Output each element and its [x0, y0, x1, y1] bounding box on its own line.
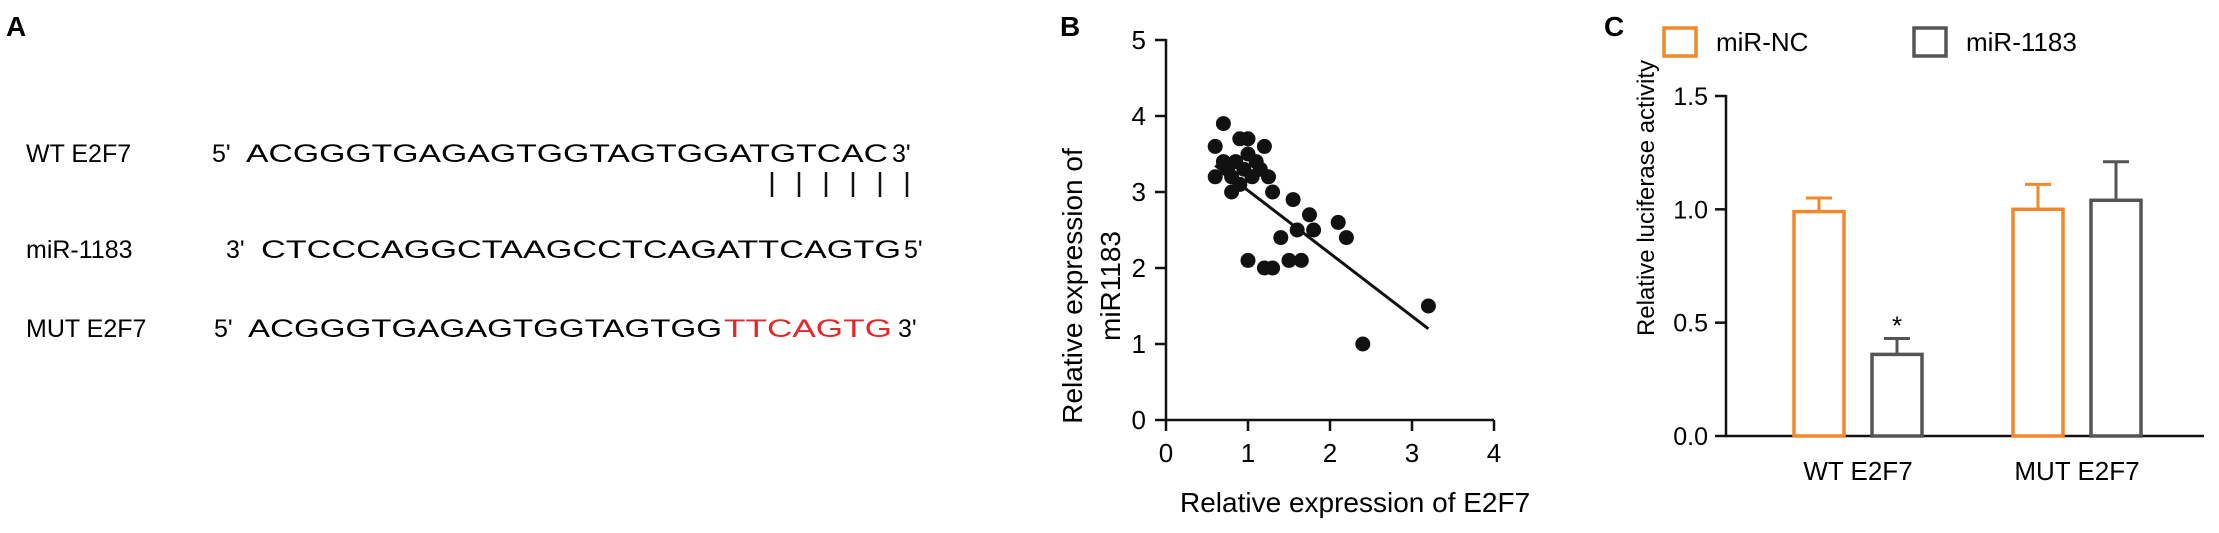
y-tick-label: 0 — [1132, 405, 1146, 435]
row-label-wt: WT E2F7 — [26, 140, 131, 168]
scatter-point — [1355, 336, 1371, 352]
scatter-point — [1207, 169, 1223, 185]
scatter-point — [1256, 138, 1272, 154]
scatter-point — [1281, 252, 1297, 268]
scatter-point — [1330, 214, 1346, 230]
mut-prefix: 5' — [214, 315, 233, 343]
scatter-point — [1302, 207, 1317, 223]
scatter-point — [1420, 298, 1436, 314]
y-tick-label: 1.5 — [1673, 83, 1708, 111]
bar-y-label: Relative luciferase activity — [1633, 60, 1660, 336]
mut-sequence-mutated: TTCAGTG — [724, 315, 892, 343]
category-label: MUT E2F7 — [2014, 456, 2139, 486]
scatter-point — [1240, 131, 1256, 147]
y-tick-label: 4 — [1132, 101, 1146, 131]
x-tick-label: 0 — [1159, 438, 1173, 468]
scatter-point — [1261, 169, 1276, 185]
scatter-y-label: Relative expression of miR1183 — [1057, 148, 1126, 424]
scatter-point — [1338, 230, 1354, 246]
scatter-point — [1232, 176, 1248, 192]
bar-x-axis: WT E2F7 MUT E2F7 — [1803, 456, 2139, 486]
scatter-point — [1207, 138, 1223, 154]
scatter-point — [1265, 260, 1281, 276]
sequence-row-mir: miR-1183 3' CTCCCAGGCTAAGCCTCAGATTCAGTG … — [26, 236, 923, 264]
scatter-point — [1306, 222, 1322, 238]
x-tick-label: 3 — [1405, 438, 1419, 468]
bar-y-axis: 0.0 0.5 1.0 1.5 — [1673, 83, 2204, 451]
scatter-y-label-line2: miR1183 — [1095, 231, 1126, 341]
y-tick-label: 5 — [1132, 25, 1146, 55]
x-tick-label: 4 — [1487, 438, 1501, 468]
scatter-chart: 0 1 2 3 4 5 0 1 2 3 4 Relative expression of E2F7… — [1057, 25, 1530, 518]
scatter-x-axis: 0 1 2 3 4 — [1159, 418, 1501, 468]
mir-sequence: CTCCCAGGCTAAGCCTCAGATTCAGTG — [261, 236, 901, 264]
x-tick-label: 1 — [1241, 438, 1255, 468]
mut-sequence-unchanged: ACGGGTGAGAGTGGTAGTGG — [248, 315, 722, 343]
x-tick-label: 2 — [1323, 438, 1337, 468]
y-tick-label: 3 — [1132, 177, 1146, 207]
scatter-y-label-line1: Relative expression of — [1057, 148, 1088, 424]
base-pair-lines — [770, 172, 909, 197]
scatter-points — [1207, 116, 1436, 352]
sequence-row-wt: WT E2F7 5' ACGGGTGAGAGTGGTAGTGGATGTCAC 3… — [26, 140, 911, 168]
legend-label-mir-nc: miR-NC — [1716, 27, 1808, 57]
bar — [2011, 207, 2065, 438]
y-tick-label: 1 — [1132, 329, 1146, 359]
panel-letter-b: B — [1060, 11, 1080, 42]
y-tick-label: 1.0 — [1673, 196, 1708, 224]
mir-prefix: 3' — [226, 236, 245, 264]
scatter-x-label: Relative expression of E2F7 — [1180, 487, 1530, 518]
scatter-point — [1265, 184, 1281, 200]
bar-chart: miR-NC miR-1183 0.0 0.5 1.0 1.5 * WT E2F7 MU… — [1633, 26, 2204, 486]
y-tick-label: 0.0 — [1673, 423, 1708, 451]
bar-series: * — [1792, 160, 2143, 438]
scatter-point — [1285, 192, 1301, 208]
mut-suffix: 3' — [898, 315, 917, 343]
scatter-point — [1289, 222, 1305, 238]
bar — [1870, 352, 1924, 438]
row-label-mir: miR-1183 — [26, 236, 133, 264]
panel-letter-c: C — [1604, 11, 1624, 42]
wt-suffix: 3' — [892, 140, 911, 168]
sequence-panel: WT E2F7 5' ACGGGTGAGAGTGGTAGTGGATGTCAC 3… — [26, 140, 923, 343]
legend-swatch-mir-1183 — [1912, 26, 1948, 58]
wt-sequence: ACGGGTGAGAGTGGTAGTGGATGTCAC — [246, 140, 888, 168]
legend-label-mir-1183: miR-1183 — [1966, 27, 2077, 57]
y-tick-label: 0.5 — [1673, 310, 1708, 338]
scatter-y-axis: 0 1 2 3 4 5 — [1132, 25, 1168, 435]
scatter-point — [1293, 252, 1309, 268]
scatter-point — [1240, 252, 1256, 268]
y-tick-label: 2 — [1132, 253, 1146, 283]
category-label: WT E2F7 — [1803, 456, 1912, 486]
scatter-point — [1273, 230, 1289, 246]
scatter-point — [1215, 116, 1231, 132]
bar — [2089, 198, 2143, 438]
legend-swatch-mir-nc — [1662, 26, 1698, 58]
panel-letter-a: A — [6, 11, 26, 42]
sequence-row-mut: MUT E2F7 5' ACGGGTGAGAGTGGTAGTGG TTCAGTG… — [26, 315, 917, 343]
significance-mark: * — [1892, 311, 1902, 341]
regression-line — [1214, 164, 1430, 330]
wt-prefix: 5' — [212, 140, 231, 168]
bar-legend: miR-NC miR-1183 — [1662, 26, 2077, 58]
bar — [1792, 209, 1846, 438]
row-label-mut: MUT E2F7 — [26, 315, 146, 343]
mir-suffix: 5' — [904, 236, 923, 264]
